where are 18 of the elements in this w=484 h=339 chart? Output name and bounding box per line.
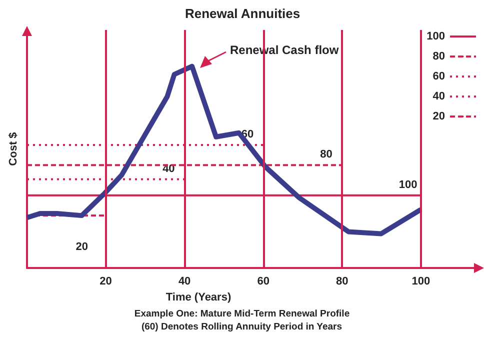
text: 100 — [398, 178, 418, 191]
text: (60) Denotes Rolling Annuity Period in Years — [141, 322, 342, 332]
legend-label: 40 — [432, 90, 445, 102]
y-axis-title: Cost $ — [8, 132, 20, 166]
x-tick-label: 100 — [412, 276, 430, 288]
legend-label: 100 — [426, 30, 445, 42]
text: 20 — [76, 241, 88, 254]
text: 80 — [320, 148, 332, 161]
x-tick-label: 40 — [178, 276, 191, 288]
x-tick-label: 20 — [100, 276, 112, 288]
legend-label: 80 — [432, 50, 445, 62]
legend-label: 60 — [432, 70, 445, 82]
legend-label: 20 — [432, 110, 445, 122]
text: Example One: Mature Mid-Term Renewal Profile — [134, 308, 350, 320]
x-axis-title: Time (Years) — [166, 292, 232, 304]
x-tick-label: 60 — [257, 276, 270, 288]
chart-title: Renewal Annuities — [185, 6, 300, 21]
x-tick-label: 80 — [336, 276, 348, 288]
